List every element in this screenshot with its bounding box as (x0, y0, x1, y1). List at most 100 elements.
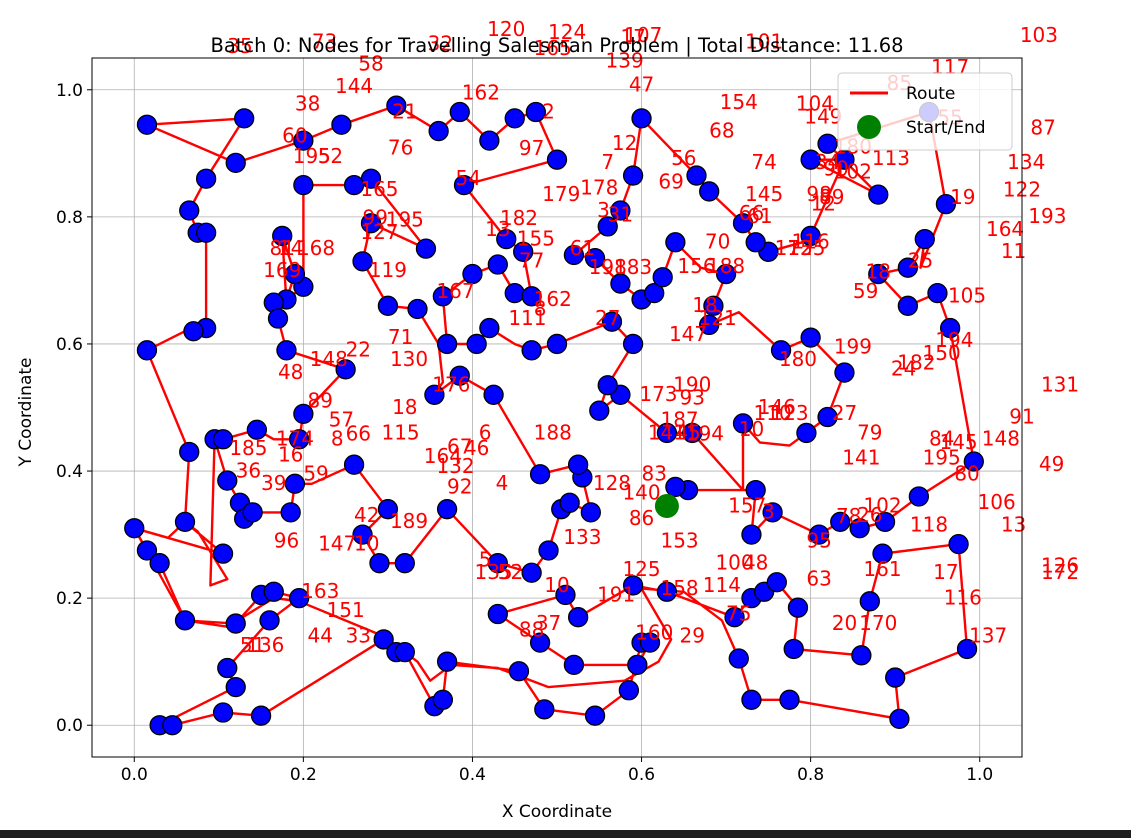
start-end-point (654, 493, 679, 518)
node-point (849, 518, 870, 539)
x-tick-label: 0.2 (290, 765, 317, 785)
x-tick-label: 0.8 (797, 765, 824, 785)
node-label: 37 (536, 611, 561, 635)
node-point (436, 333, 458, 355)
node-label: 14 (278, 236, 303, 260)
node-point (724, 607, 745, 628)
node-point (179, 200, 200, 221)
node-label: 35 (227, 34, 252, 58)
node-label: 180 (779, 347, 817, 371)
node-point (217, 657, 238, 679)
node-label: 193 (1028, 204, 1066, 228)
node-point (508, 661, 530, 682)
node-point (377, 295, 399, 316)
node-label: 102 (863, 493, 901, 517)
node-point (504, 108, 525, 129)
node-label: 32 (428, 31, 453, 55)
legend: Route Start/End (837, 72, 1013, 151)
node-label: 25 (908, 249, 933, 273)
node-label: 48 (278, 360, 303, 384)
y-tick-label: 1.0 (56, 81, 83, 101)
node-label: 83 (642, 462, 667, 486)
node-label: 121 (699, 306, 737, 330)
node-label: 71 (388, 325, 413, 349)
node-label: 58 (358, 52, 383, 76)
node-label: 46 (464, 436, 489, 460)
node-point (656, 422, 678, 444)
node-point (449, 101, 470, 123)
legend-label: Route (906, 84, 955, 104)
node-label: 89 (308, 389, 333, 413)
node-point (212, 702, 234, 723)
node-point (174, 610, 196, 631)
node-label: 141 (842, 446, 880, 470)
node-label: 168 (297, 236, 335, 260)
node-point (908, 486, 930, 507)
node-point (288, 429, 310, 450)
node-label: 107 (624, 23, 662, 47)
node-label: 52 (318, 144, 343, 168)
node-point (246, 419, 268, 440)
node-label: 27 (595, 306, 620, 330)
node-label: 18 (866, 260, 891, 284)
node-point (521, 340, 542, 361)
node-label: 10 (544, 573, 569, 597)
x-tick-label: 0.6 (628, 765, 655, 785)
node-point (352, 524, 373, 545)
y-axis-label: Y Coordinate (16, 358, 36, 468)
node-label: 20 (832, 611, 857, 635)
node-point (149, 553, 170, 574)
node-point (897, 257, 919, 278)
node-point (546, 149, 568, 170)
node-point (622, 333, 644, 355)
node-point (174, 511, 196, 533)
node-point (800, 225, 821, 247)
node-label: 158 (660, 576, 698, 600)
node-label: 185 (229, 436, 267, 460)
node-label: 29 (680, 624, 705, 648)
node-label: 26 (857, 503, 882, 527)
node-point (703, 295, 724, 316)
node-label: 73 (312, 29, 337, 53)
node-label: 127 (360, 220, 398, 244)
node-point (267, 308, 289, 329)
node-label: 66 (346, 422, 371, 446)
node-label: 115 (381, 420, 419, 444)
node-point (741, 689, 762, 710)
node-label: 93 (680, 385, 705, 409)
start-layer (654, 493, 679, 518)
node-label: 99 (363, 205, 388, 229)
node-point (293, 174, 314, 196)
node-point (885, 667, 906, 688)
node-label: 31 (608, 202, 633, 226)
node-point (529, 464, 551, 485)
axes: 0.0 0.2 0.4 0.6 0.8 1.0 0.0 0.2 0.4 0.6 0.8 1.0 (56, 57, 1023, 785)
node-point (335, 359, 356, 380)
node-point (331, 114, 352, 135)
node-point (830, 511, 851, 533)
node-point (546, 333, 568, 355)
node-label: 139 (606, 49, 644, 73)
node-label: 13 (485, 217, 510, 241)
node-label: 27 (832, 401, 857, 425)
node-point (288, 587, 310, 609)
node-point (817, 133, 838, 154)
node-point (762, 502, 783, 523)
node-label: 47 (629, 73, 654, 97)
node-point (136, 540, 158, 561)
node-label: 149 (804, 104, 842, 128)
node-label: 48 (743, 551, 768, 575)
chart-title: Batch 0: Nodes for Travelling Salesman P… (210, 34, 903, 57)
node-point (874, 511, 896, 533)
node-point (732, 213, 754, 234)
node-point (225, 152, 246, 174)
node-point (394, 553, 415, 574)
node-label: 172 (1041, 560, 1079, 584)
node-point (407, 298, 428, 320)
node-point (580, 502, 601, 523)
node-point (360, 213, 382, 234)
node-point (622, 165, 644, 186)
node-label: 195 (923, 446, 961, 470)
node-point (377, 499, 399, 520)
